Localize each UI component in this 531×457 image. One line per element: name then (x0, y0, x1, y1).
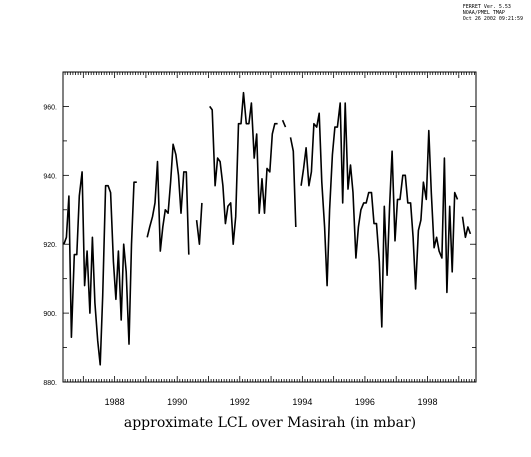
series-line-segment (281, 119, 287, 128)
x-tick-label: 1996 (355, 397, 375, 407)
stamp-line-1: FERRET Ver. 5.53 (462, 4, 511, 10)
series-line-segment (146, 143, 190, 255)
y-tick-label: 920. (43, 242, 57, 249)
ferret-stamp: FERRET Ver. 5.53 NOAA/PMEL TMAP Oct 26 200… (463, 4, 523, 22)
series-line-segment (195, 202, 203, 245)
series-line-segment (461, 216, 472, 239)
series-line-segment (289, 137, 297, 228)
series-line-segment (209, 91, 278, 245)
x-tick-label: 1990 (167, 397, 187, 407)
series-line-segment (300, 102, 459, 328)
stamp-line-2: NOAA/PMEL TMAP (462, 10, 505, 16)
x-axis: 1988 1990 1992 1994 1996 1998 (105, 397, 438, 407)
y-tick-label: 880. (43, 380, 57, 387)
x-tick-label: 1998 (417, 397, 437, 407)
y-axis: 880. 900. 920. 940. 960. (43, 104, 57, 387)
plot-frame (62, 71, 477, 383)
series-group (63, 91, 472, 366)
x-tick-label: 1988 (105, 397, 125, 407)
series-line-segment (63, 171, 137, 366)
y-tick-label: 940. (43, 173, 57, 180)
y-tick-label: 900. (43, 311, 57, 318)
x-axis-title: approximate LCL over Masirah (in mbar) (124, 415, 416, 431)
x-tick-label: 1994 (292, 397, 312, 407)
minor-ticks (63, 71, 476, 383)
x-tick-label: 1992 (230, 397, 250, 407)
stamp-line-3: Oct 26 2002 09:21:59 (462, 16, 523, 22)
y-tick-label: 960. (43, 104, 57, 111)
